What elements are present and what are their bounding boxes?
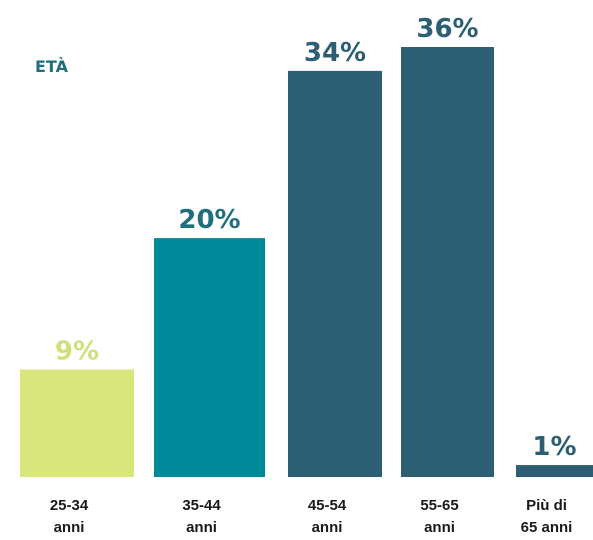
x-tick-label: 45-54: [308, 497, 347, 514]
x-tick-label: Più di: [526, 497, 567, 514]
value-label: 1%: [532, 432, 576, 462]
value-label: 34%: [304, 38, 366, 68]
x-tick-label: 55-65: [420, 497, 458, 514]
x-tick-label: 35-44: [182, 497, 221, 514]
x-tick-label: anni: [186, 519, 217, 536]
x-tick-label: 65 anni: [521, 519, 573, 536]
x-tick-label: anni: [424, 519, 455, 536]
chart-title: ETÀ: [35, 57, 69, 76]
bar: [401, 47, 494, 477]
value-label: 36%: [416, 14, 478, 44]
x-tick-label: anni: [54, 519, 85, 536]
bar: [154, 238, 265, 477]
x-tick-label: 25-34: [50, 497, 89, 514]
bar: [516, 465, 593, 477]
bar: [288, 70, 382, 477]
bar: [20, 369, 134, 477]
value-label: 20%: [178, 205, 240, 235]
x-tick-label: anni: [312, 519, 343, 536]
value-label: 9%: [55, 337, 99, 367]
